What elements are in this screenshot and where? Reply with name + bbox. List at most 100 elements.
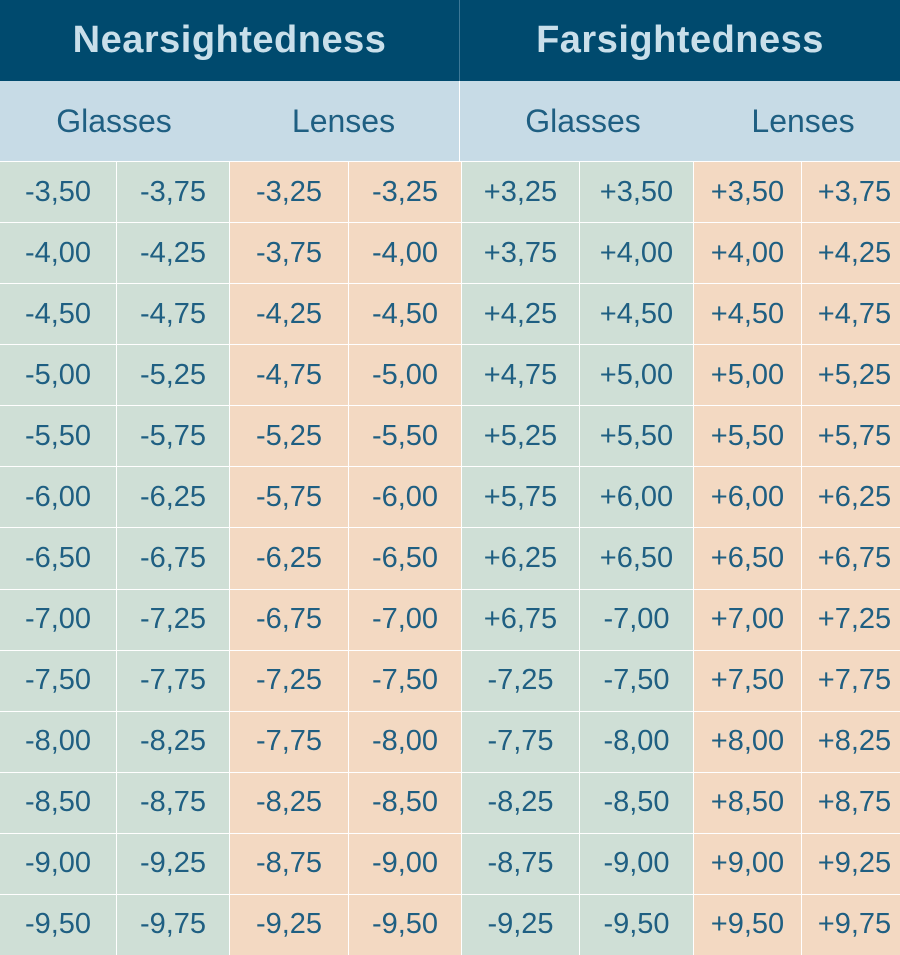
subheader-divider (459, 81, 460, 161)
table-cell-far-glasses-2: -9,50 (580, 894, 693, 955)
table-cell-far-lenses-1: +7,50 (694, 650, 801, 711)
table-cell-far-lenses-2: +6,75 (802, 528, 900, 589)
table-cell-near-glasses-1: -7,50 (0, 650, 116, 711)
table-cell-far-glasses-1: +4,75 (462, 345, 579, 406)
table-cell-far-lenses-1: +6,00 (694, 467, 801, 528)
table-cell-far-glasses-1: +3,75 (462, 223, 579, 284)
table-cell-near-lenses-1: -6,75 (230, 589, 348, 650)
values-grid: -3,50 -3,75 -3,25 -3,25 +3,25 +3,50 +3,50 +3,75… (0, 161, 900, 955)
table-cell-near-lenses-2: -7,50 (349, 650, 461, 711)
table-cell-near-lenses-2: -6,50 (349, 528, 461, 589)
table-cell-near-glasses-1: -4,50 (0, 284, 116, 345)
table-cell-far-glasses-2: +4,50 (580, 284, 693, 345)
table-cell-near-glasses-2: -8,25 (117, 711, 229, 772)
table-cell-far-lenses-1: +5,00 (694, 345, 801, 406)
table-cell-near-lenses-2: -9,50 (349, 894, 461, 955)
table-cell-far-glasses-2: -8,50 (580, 772, 693, 833)
table-cell-far-lenses-2: +4,25 (802, 223, 900, 284)
table-cell-near-glasses-1: -3,50 (0, 162, 116, 223)
table-cell-far-glasses-2: +5,00 (580, 345, 693, 406)
table-cell-far-lenses-1: +9,00 (694, 833, 801, 894)
table-cell-near-glasses-2: -4,75 (117, 284, 229, 345)
table-cell-near-lenses-2: -7,00 (349, 589, 461, 650)
header-divider (459, 0, 460, 81)
nearsightedness-header: Nearsightedness (0, 0, 459, 81)
table-cell-near-lenses-2: -8,00 (349, 711, 461, 772)
table-cell-near-lenses-1: -3,75 (230, 223, 348, 284)
table-cell-far-glasses-1: -8,75 (462, 833, 579, 894)
table-cell-near-lenses-2: -3,25 (349, 162, 461, 223)
table-cell-far-glasses-1: -9,25 (462, 894, 579, 955)
table-cell-near-glasses-1: -8,00 (0, 711, 116, 772)
table-cell-far-glasses-2: -8,00 (580, 711, 693, 772)
table-cell-near-glasses-1: -4,00 (0, 223, 116, 284)
table-cell-near-lenses-2: -9,00 (349, 833, 461, 894)
table-cell-near-lenses-2: -5,00 (349, 345, 461, 406)
table-cell-near-glasses-2: -5,25 (117, 345, 229, 406)
table-cell-far-glasses-2: +6,00 (580, 467, 693, 528)
table-cell-far-glasses-1: +5,25 (462, 406, 579, 467)
near-glasses-subheader: Glasses (0, 81, 228, 161)
table-cell-far-lenses-2: +9,75 (802, 894, 900, 955)
table-cell-near-lenses-1: -8,25 (230, 772, 348, 833)
table-cell-far-lenses-1: +7,00 (694, 589, 801, 650)
table-cell-near-glasses-2: -5,75 (117, 406, 229, 467)
table-cell-far-lenses-2: +8,75 (802, 772, 900, 833)
table-cell-far-lenses-1: +4,00 (694, 223, 801, 284)
table-cell-near-glasses-1: -9,50 (0, 894, 116, 955)
table-cell-far-glasses-2: -7,50 (580, 650, 693, 711)
far-lenses-subheader: Lenses (706, 81, 900, 161)
table-cell-near-glasses-1: -5,50 (0, 406, 116, 467)
table-cell-far-lenses-1: +6,50 (694, 528, 801, 589)
table-cell-near-lenses-2: -4,50 (349, 284, 461, 345)
table-cell-near-glasses-2: -6,25 (117, 467, 229, 528)
table-cell-far-glasses-1: +3,25 (462, 162, 579, 223)
table-cell-far-lenses-2: +7,25 (802, 589, 900, 650)
near-lenses-subheader: Lenses (228, 81, 459, 161)
table-cell-near-lenses-1: -4,75 (230, 345, 348, 406)
table-cell-far-lenses-1: +4,50 (694, 284, 801, 345)
table-cell-far-lenses-1: +3,50 (694, 162, 801, 223)
table-cell-near-glasses-1: -9,00 (0, 833, 116, 894)
table-cell-near-lenses-1: -7,75 (230, 711, 348, 772)
table-cell-far-glasses-2: -9,00 (580, 833, 693, 894)
table-cell-far-glasses-1: -7,25 (462, 650, 579, 711)
table-cell-far-lenses-2: +7,75 (802, 650, 900, 711)
table-cell-far-lenses-2: +5,75 (802, 406, 900, 467)
table-cell-near-glasses-1: -5,00 (0, 345, 116, 406)
table-cell-near-glasses-2: -9,25 (117, 833, 229, 894)
table-cell-far-glasses-1: -7,75 (462, 711, 579, 772)
table-cell-near-lenses-2: -5,50 (349, 406, 461, 467)
table-cell-near-glasses-2: -9,75 (117, 894, 229, 955)
table-cell-near-glasses-2: -6,75 (117, 528, 229, 589)
table-cell-near-glasses-1: -7,00 (0, 589, 116, 650)
table-cell-far-lenses-1: +8,00 (694, 711, 801, 772)
table-cell-far-glasses-2: +4,00 (580, 223, 693, 284)
table-cell-near-lenses-2: -8,50 (349, 772, 461, 833)
table-cell-near-glasses-1: -6,50 (0, 528, 116, 589)
table-cell-far-glasses-2: +5,50 (580, 406, 693, 467)
table-cell-near-lenses-1: -6,25 (230, 528, 348, 589)
table-cell-far-glasses-1: +4,25 (462, 284, 579, 345)
table-cell-far-lenses-2: +4,75 (802, 284, 900, 345)
table-cell-far-glasses-1: +6,25 (462, 528, 579, 589)
table-cell-far-glasses-2: +6,50 (580, 528, 693, 589)
table-cell-far-lenses-1: +5,50 (694, 406, 801, 467)
table-cell-far-lenses-2: +3,75 (802, 162, 900, 223)
table-cell-far-lenses-2: +9,25 (802, 833, 900, 894)
table-cell-far-glasses-1: -8,25 (462, 772, 579, 833)
table-cell-near-glasses-1: -8,50 (0, 772, 116, 833)
table-cell-near-lenses-1: -8,75 (230, 833, 348, 894)
table-cell-far-glasses-2: -7,00 (580, 589, 693, 650)
table-cell-near-lenses-2: -6,00 (349, 467, 461, 528)
table-cell-far-lenses-1: +8,50 (694, 772, 801, 833)
table-cell-near-lenses-1: -5,25 (230, 406, 348, 467)
table-cell-far-lenses-2: +8,25 (802, 711, 900, 772)
table-cell-near-lenses-1: -7,25 (230, 650, 348, 711)
table-cell-near-glasses-2: -4,25 (117, 223, 229, 284)
far-glasses-subheader: Glasses (460, 81, 706, 161)
table-cell-far-lenses-1: +9,50 (694, 894, 801, 955)
table-cell-near-lenses-1: -3,25 (230, 162, 348, 223)
table-cell-near-lenses-1: -9,25 (230, 894, 348, 955)
